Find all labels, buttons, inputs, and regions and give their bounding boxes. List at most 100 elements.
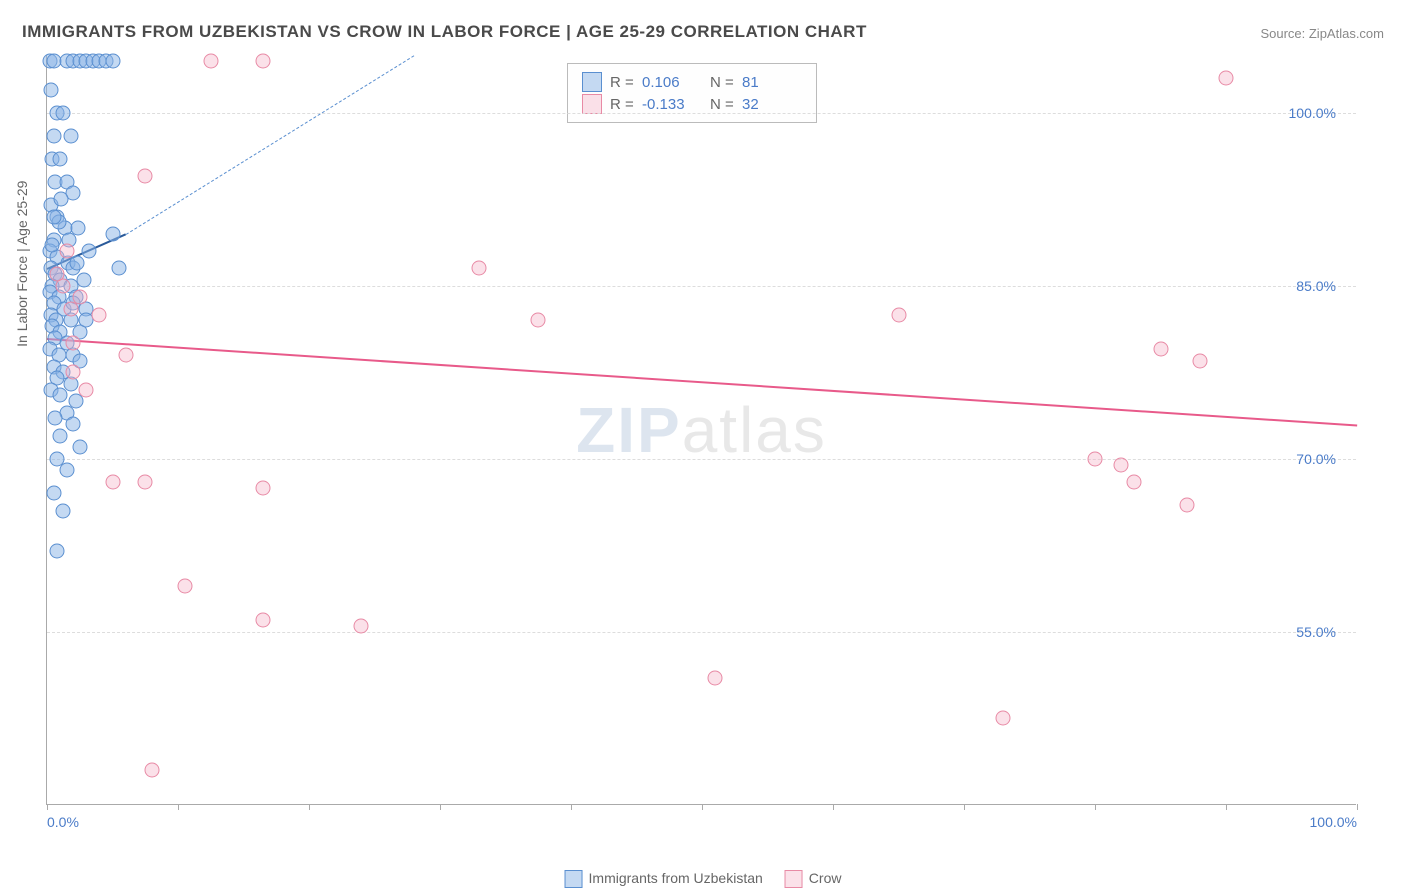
data-point-pink: [63, 301, 78, 316]
xtick-mark: [440, 804, 441, 810]
data-point-pink: [256, 480, 271, 495]
data-point-blue: [47, 411, 62, 426]
data-point-pink: [1088, 451, 1103, 466]
gridline-horizontal: [47, 632, 1356, 633]
watermark: ZIPatlas: [576, 393, 827, 467]
ytick-label: 100.0%: [1289, 105, 1336, 121]
xtick-mark: [964, 804, 965, 810]
data-point-pink: [138, 169, 153, 184]
data-point-blue: [53, 388, 68, 403]
gridline-horizontal: [47, 113, 1356, 114]
data-point-pink: [177, 578, 192, 593]
data-point-blue: [43, 82, 58, 97]
data-point-pink: [203, 53, 218, 68]
n-label: N =: [710, 96, 734, 113]
data-point-pink: [1127, 474, 1142, 489]
ytick-label: 55.0%: [1296, 624, 1336, 640]
xtick-label: 100.0%: [1310, 814, 1357, 830]
legend-label: Crow: [809, 870, 842, 886]
ytick-label: 85.0%: [1296, 278, 1336, 294]
data-point-pink: [1219, 71, 1234, 86]
data-point-blue: [81, 244, 96, 259]
data-point-blue: [59, 463, 74, 478]
legend-label: Immigrants from Uzbekistan: [589, 870, 763, 886]
chart-container: IMMIGRANTS FROM UZBEKISTAN VS CROW IN LA…: [0, 0, 1406, 892]
watermark-zip: ZIP: [576, 394, 682, 466]
data-point-blue: [66, 417, 81, 432]
r-label: R =: [610, 96, 634, 113]
xtick-mark: [1226, 804, 1227, 810]
legend-swatch-pink: [582, 94, 602, 114]
y-axis-label: In Labor Force | Age 25-29: [14, 181, 30, 347]
xtick-mark: [571, 804, 572, 810]
data-point-blue: [55, 105, 70, 120]
gridline-horizontal: [47, 459, 1356, 460]
data-point-pink: [996, 711, 1011, 726]
legend-series: Immigrants from Uzbekistan Crow: [565, 870, 842, 888]
gridline-horizontal: [47, 286, 1356, 287]
data-point-pink: [472, 261, 487, 276]
legend-swatch-pink: [785, 870, 803, 888]
legend-swatch-blue: [565, 870, 583, 888]
data-point-pink: [891, 307, 906, 322]
data-point-blue: [105, 53, 120, 68]
data-point-pink: [1153, 342, 1168, 357]
data-point-pink: [105, 474, 120, 489]
data-point-pink: [59, 244, 74, 259]
plot-area: ZIPatlas R = 0.106 N = 81 R = -0.133 N =…: [46, 55, 1356, 805]
xtick-mark: [178, 804, 179, 810]
source-label: Source:: [1260, 26, 1308, 41]
data-point-blue: [45, 238, 60, 253]
data-point-blue: [70, 255, 85, 270]
data-point-pink: [118, 348, 133, 363]
legend-row-pink: R = -0.133 N = 32: [582, 94, 802, 114]
data-point-blue: [55, 503, 70, 518]
data-point-pink: [92, 307, 107, 322]
legend-correlation: R = 0.106 N = 81 R = -0.133 N = 32: [567, 63, 817, 123]
xtick-mark: [1357, 804, 1358, 810]
data-point-pink: [1114, 457, 1129, 472]
n-label: N =: [710, 74, 734, 91]
data-point-pink: [708, 671, 723, 686]
data-point-pink: [531, 313, 546, 328]
data-point-blue: [76, 273, 91, 288]
xtick-mark: [309, 804, 310, 810]
xtick-mark: [1095, 804, 1096, 810]
data-point-pink: [50, 267, 65, 282]
data-point-pink: [144, 763, 159, 778]
xtick-label: 0.0%: [47, 814, 79, 830]
data-point-pink: [138, 474, 153, 489]
data-point-pink: [256, 613, 271, 628]
r-label: R =: [610, 74, 634, 91]
n-value: 32: [742, 96, 802, 113]
data-point-blue: [72, 440, 87, 455]
legend-row-blue: R = 0.106 N = 81: [582, 72, 802, 92]
data-point-pink: [354, 619, 369, 634]
legend-item-blue: Immigrants from Uzbekistan: [565, 870, 763, 888]
data-point-blue: [50, 544, 65, 559]
source-name: ZipAtlas.com: [1309, 26, 1384, 41]
data-point-blue: [46, 486, 61, 501]
data-point-pink: [79, 382, 94, 397]
data-point-pink: [256, 53, 271, 68]
data-point-pink: [66, 365, 81, 380]
data-point-pink: [1192, 353, 1207, 368]
r-value: 0.106: [642, 74, 702, 91]
xtick-mark: [702, 804, 703, 810]
data-point-pink: [66, 336, 81, 351]
r-value: -0.133: [642, 96, 702, 113]
ytick-label: 70.0%: [1296, 451, 1336, 467]
xtick-mark: [47, 804, 48, 810]
trend-line-blue-dashed: [125, 55, 414, 235]
watermark-atlas: atlas: [682, 394, 827, 466]
legend-swatch-blue: [582, 72, 602, 92]
data-point-blue: [53, 428, 68, 443]
data-point-blue: [46, 209, 61, 224]
data-point-blue: [53, 151, 68, 166]
chart-title: IMMIGRANTS FROM UZBEKISTAN VS CROW IN LA…: [22, 22, 867, 42]
data-point-blue: [105, 226, 120, 241]
xtick-mark: [833, 804, 834, 810]
data-point-blue: [63, 128, 78, 143]
data-point-blue: [112, 261, 127, 276]
legend-item-pink: Crow: [785, 870, 842, 888]
